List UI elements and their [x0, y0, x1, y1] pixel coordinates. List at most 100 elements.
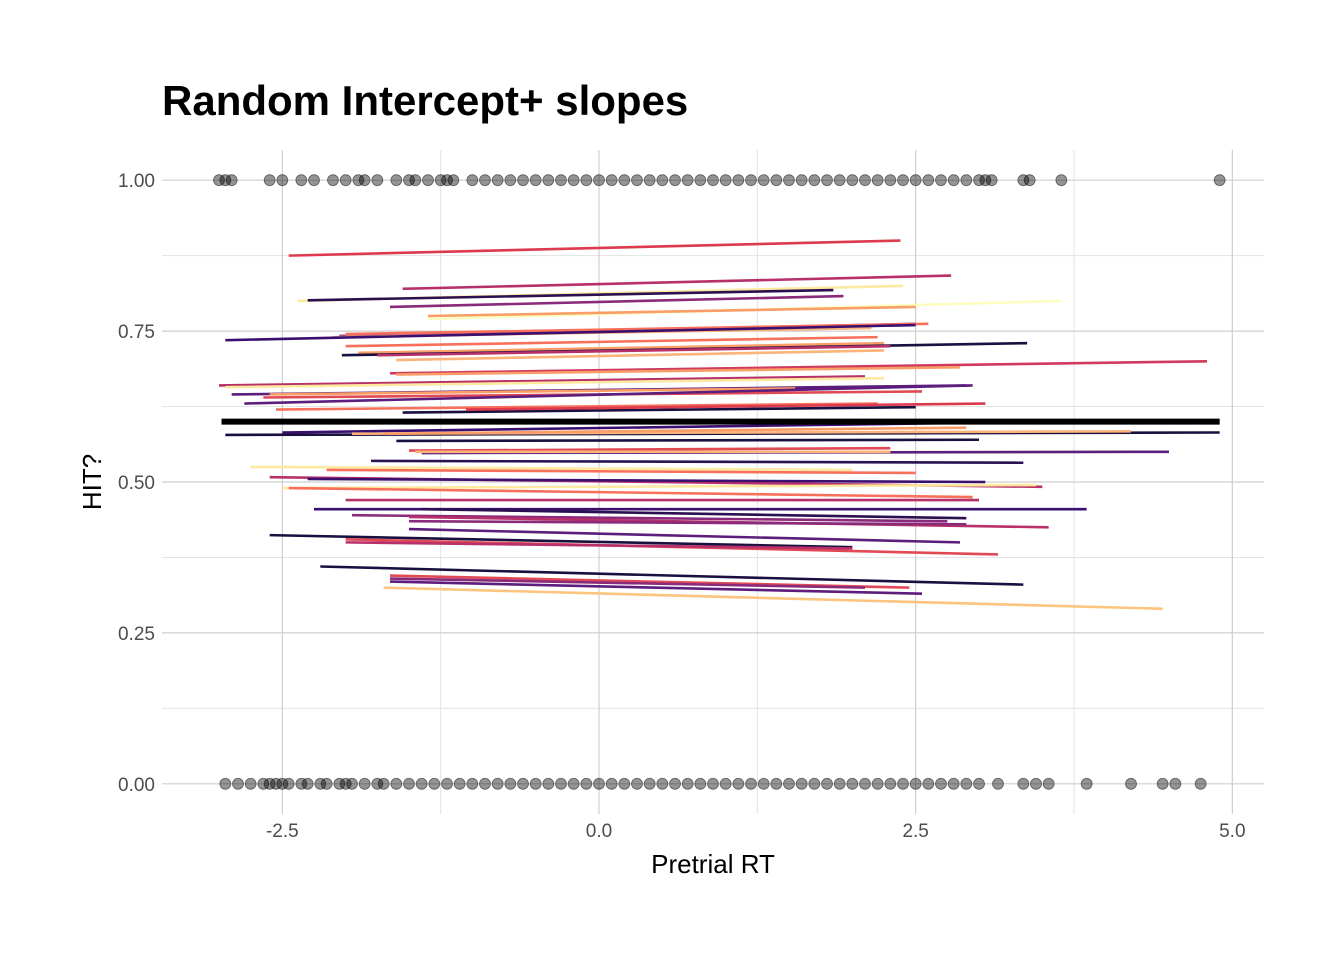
data-point	[808, 777, 821, 790]
data-point	[643, 174, 656, 187]
data-point	[770, 777, 783, 790]
data-point	[580, 777, 593, 790]
data-point	[922, 777, 935, 790]
random-slope-line	[351, 513, 948, 523]
data-point	[643, 777, 656, 790]
data-point	[567, 174, 580, 187]
x-tick-label: 0.0	[586, 821, 612, 842]
random-slope-lines	[218, 239, 1220, 611]
data-point	[580, 174, 593, 187]
data-point	[276, 777, 289, 790]
data-point	[422, 174, 434, 187]
data-point	[295, 174, 308, 187]
random-slope-line	[383, 586, 1163, 611]
data-point	[371, 777, 384, 790]
data-point	[491, 777, 504, 790]
data-point	[232, 777, 244, 790]
data-point	[491, 174, 504, 187]
data-point	[529, 174, 542, 187]
data-point	[992, 777, 1004, 790]
data-point	[1030, 777, 1042, 790]
data-point	[1194, 777, 1207, 790]
y-tick-label: 0.00	[118, 775, 155, 796]
data-point	[270, 777, 282, 790]
data-point	[909, 174, 922, 187]
data-point	[631, 777, 643, 790]
data-point	[282, 777, 295, 790]
data-point	[669, 174, 681, 187]
random-slope-line	[396, 438, 980, 443]
random-slope-line	[389, 577, 866, 589]
data-point	[504, 174, 517, 187]
data-point	[757, 777, 770, 790]
data-point	[897, 777, 909, 790]
random-slope-line	[225, 376, 885, 389]
data-point	[339, 174, 352, 187]
data-point	[618, 174, 631, 187]
data-point	[409, 174, 422, 187]
data-point	[295, 777, 308, 790]
data-point	[1169, 777, 1182, 790]
random-slope-line	[275, 402, 878, 411]
data-point	[1055, 174, 1068, 187]
data-point	[795, 174, 808, 187]
random-slope-line	[427, 305, 916, 318]
random-slope-line	[377, 344, 891, 357]
data-point	[377, 777, 390, 790]
y-tick-label: 1.00	[118, 171, 155, 192]
data-point	[466, 777, 479, 790]
data-point	[871, 174, 884, 187]
data-point	[859, 174, 871, 187]
data-point	[327, 174, 339, 187]
data-point	[808, 174, 821, 187]
data-point	[517, 777, 529, 790]
data-point	[605, 174, 618, 187]
data-point	[441, 777, 453, 790]
data-point	[593, 174, 605, 187]
data-point	[757, 174, 770, 187]
data-point	[1156, 777, 1169, 790]
random-slope-line	[288, 239, 901, 257]
data-point	[935, 174, 947, 187]
random-slope-line	[408, 446, 891, 452]
data-point	[542, 174, 555, 187]
data-point	[973, 777, 985, 790]
data-point	[555, 174, 567, 187]
data-point	[390, 174, 403, 187]
data-point	[732, 174, 745, 187]
data-point	[333, 777, 346, 790]
data-point	[821, 174, 833, 187]
data-point	[783, 777, 795, 790]
random-slope-line	[396, 366, 961, 376]
data-point	[871, 777, 884, 790]
random-slope-line	[345, 335, 878, 348]
x-tick-label: 5.0	[1219, 821, 1245, 842]
data-point	[263, 777, 276, 790]
random-slope-line	[269, 387, 796, 396]
random-slope-line	[269, 533, 853, 549]
data-point	[618, 777, 631, 790]
data-point	[973, 174, 985, 187]
random-slope-line	[307, 288, 834, 302]
y-tick-label: 0.75	[118, 322, 155, 343]
data-point	[1080, 777, 1093, 790]
random-slope-line	[358, 341, 885, 355]
data-point	[1017, 777, 1030, 790]
data-point	[694, 174, 707, 187]
data-point	[745, 174, 757, 187]
data-point	[732, 777, 745, 790]
data-point	[352, 174, 365, 187]
random-slope-line	[345, 322, 929, 336]
data-point	[219, 174, 232, 187]
data-point	[346, 777, 358, 790]
data-point	[821, 777, 833, 790]
data-point	[909, 777, 922, 790]
y-tick-label: 0.25	[118, 624, 155, 645]
random-slope-line	[326, 468, 916, 475]
data-point	[314, 777, 327, 790]
data-point	[542, 777, 555, 790]
data-point	[656, 174, 669, 187]
data-point	[859, 777, 871, 790]
data-point	[257, 777, 270, 790]
data-point	[339, 777, 352, 790]
